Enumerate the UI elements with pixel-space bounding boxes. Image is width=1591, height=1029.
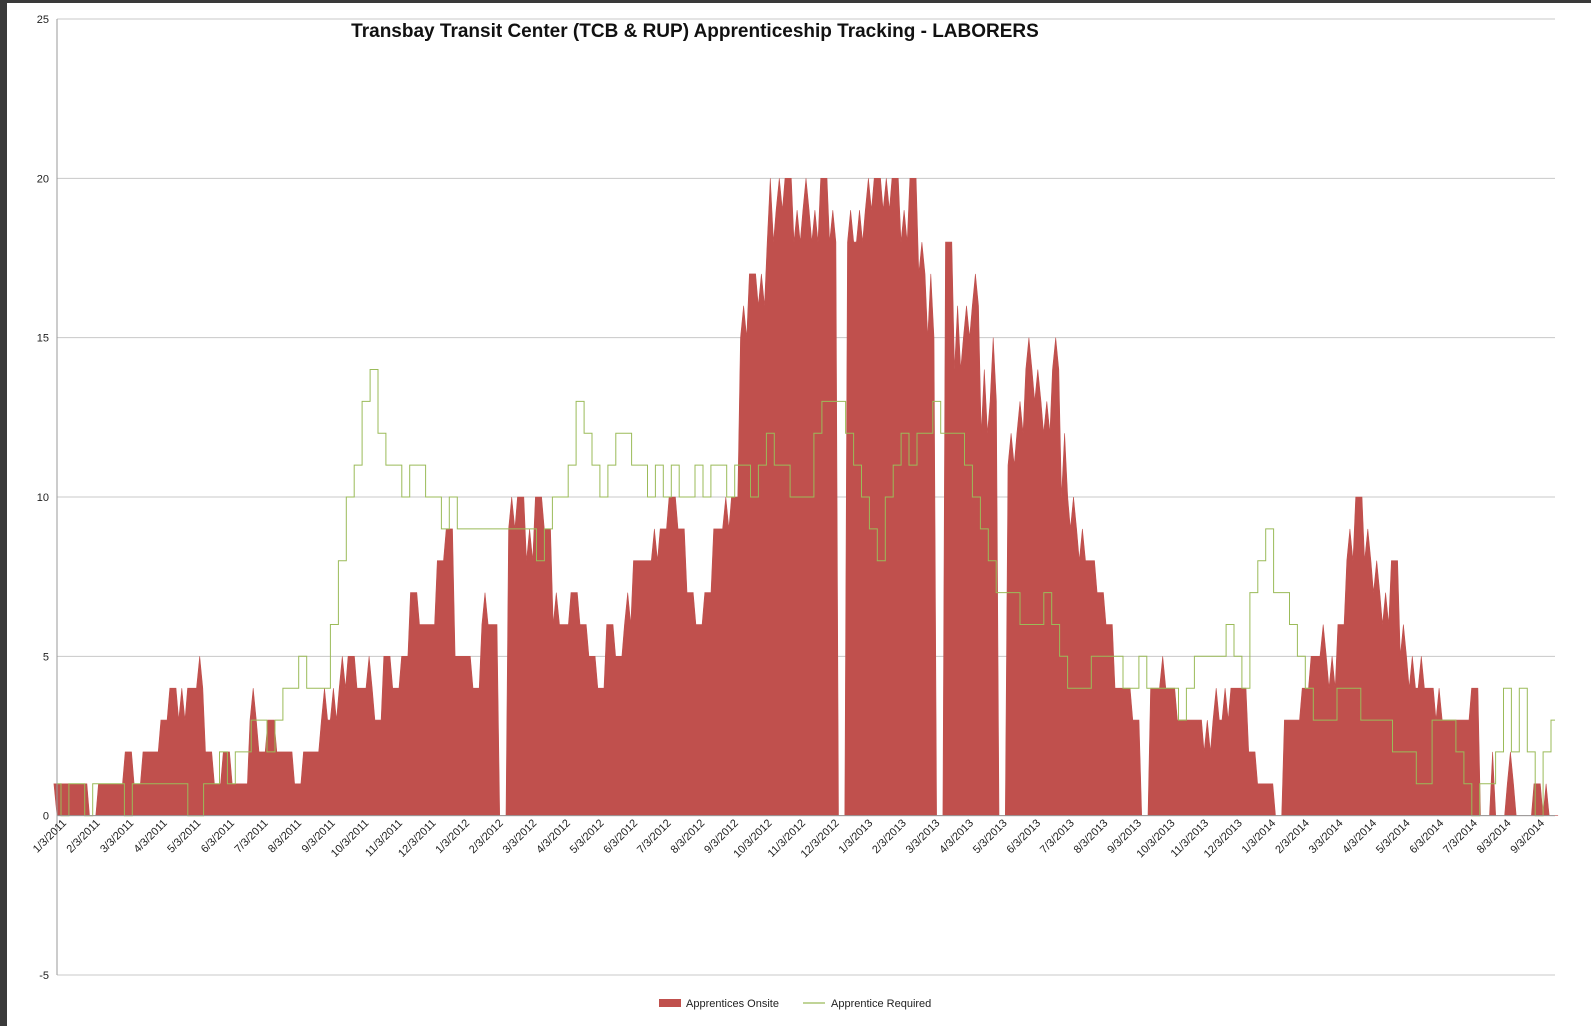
x-tick-label: 7/3/2012 [635,817,674,856]
x-tick-label: 3/3/2014 [1307,817,1346,856]
legend-label-apprentice-required: Apprentice Required [831,998,931,1010]
x-tick-label: 5/3/2014 [1374,817,1413,856]
x-tick-label: 6/3/2012 [601,817,640,856]
chart-title: Transbay Transit Center (TCB & RUP) Appr… [351,21,1039,42]
x-tick-label: 9/3/2014 [1508,817,1547,856]
x-tick-label: 1/3/2011 [31,817,69,855]
y-axis-ticks: -5 0 5 10 15 20 25 [37,14,49,982]
x-tick-label: 5/3/2013 [971,817,1010,856]
x-tick-label: 3/3/2012 [501,817,540,856]
x-tick-label: 5/3/2011 [165,817,203,855]
y-tick-label: 0 [43,811,49,823]
x-tick-label: 4/3/2011 [132,817,170,855]
x-tick-label: 3/3/2013 [904,817,943,856]
x-tick-label: 7/3/2011 [232,817,270,855]
x-tick-label: 5/3/2012 [568,817,607,856]
y-tick-label: 10 [37,492,49,504]
x-axis-ticks: 1/3/20112/3/20113/3/20114/3/20115/3/2011… [31,817,1547,860]
apprentice-required-line [57,369,1555,817]
legend-label-apprentices-onsite: Apprentices Onsite [686,998,779,1010]
series-apprentice-required [57,369,1555,817]
x-tick-label: 8/3/2012 [669,817,708,856]
y-tick-label: 5 [43,651,49,663]
x-tick-label: 4/3/2013 [937,817,976,856]
x-tick-label: 4/3/2012 [534,817,573,856]
y-tick-label: 25 [37,14,49,26]
legend-swatch-apprentices-onsite [659,999,681,1007]
x-tick-label: 4/3/2014 [1340,817,1379,856]
x-tick-label: 8/3/2014 [1475,817,1514,856]
x-tick-label: 2/3/2013 [870,817,909,856]
y-tick-label: 20 [37,173,49,185]
y-tick-label: -5 [39,970,49,982]
legend: Apprentices Onsite Apprentice Required [659,998,931,1010]
chart: Transbay Transit Center (TCB & RUP) Appr… [31,14,1559,1010]
x-tick-label: 6/3/2011 [199,817,237,855]
x-tick-label: 7/3/2013 [1038,817,1077,856]
x-tick-label: 1/3/2014 [1240,817,1279,856]
x-tick-label: 2/3/2011 [65,817,103,855]
x-tick-label: 2/3/2014 [1273,817,1312,856]
x-tick-label: 1/3/2012 [433,817,472,856]
x-tick-label: 6/3/2014 [1408,817,1447,856]
x-tick-label: 6/3/2013 [1004,817,1043,856]
x-tick-label: 8/3/2013 [1072,817,1111,856]
y-tick-label: 15 [37,333,49,345]
x-tick-label: 8/3/2011 [266,817,304,855]
x-tick-label: 1/3/2013 [837,817,876,856]
x-tick-label: 3/3/2011 [98,817,136,855]
x-tick-label: 2/3/2012 [467,817,506,856]
x-tick-label: 7/3/2014 [1441,817,1480,856]
axes [56,19,1555,975]
